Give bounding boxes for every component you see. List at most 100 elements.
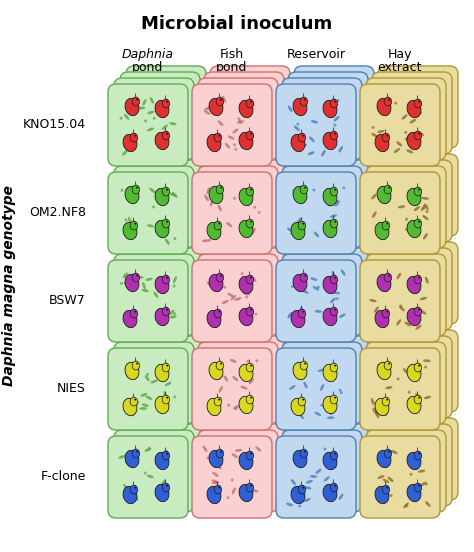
Ellipse shape — [332, 271, 336, 278]
Ellipse shape — [330, 214, 337, 218]
Ellipse shape — [232, 376, 238, 381]
Ellipse shape — [142, 289, 149, 292]
FancyBboxPatch shape — [276, 260, 356, 342]
Ellipse shape — [123, 484, 128, 490]
Ellipse shape — [300, 97, 308, 106]
Ellipse shape — [165, 238, 170, 245]
Ellipse shape — [155, 396, 169, 413]
Ellipse shape — [250, 100, 252, 103]
Ellipse shape — [132, 185, 140, 194]
Ellipse shape — [155, 484, 169, 502]
Ellipse shape — [338, 146, 343, 152]
Ellipse shape — [207, 134, 221, 152]
Ellipse shape — [134, 311, 136, 312]
Ellipse shape — [166, 100, 168, 103]
FancyBboxPatch shape — [108, 84, 188, 166]
FancyBboxPatch shape — [372, 72, 452, 154]
Ellipse shape — [418, 485, 420, 486]
Ellipse shape — [173, 237, 176, 240]
Ellipse shape — [251, 489, 258, 492]
Ellipse shape — [240, 146, 243, 148]
Ellipse shape — [216, 449, 224, 458]
Ellipse shape — [414, 131, 422, 140]
Ellipse shape — [211, 479, 219, 484]
FancyBboxPatch shape — [126, 418, 206, 500]
Ellipse shape — [145, 448, 152, 452]
Ellipse shape — [298, 309, 306, 318]
Ellipse shape — [147, 111, 155, 114]
Ellipse shape — [330, 483, 337, 492]
FancyBboxPatch shape — [288, 160, 368, 242]
Ellipse shape — [239, 364, 253, 381]
Ellipse shape — [426, 210, 428, 213]
Ellipse shape — [298, 397, 306, 406]
Ellipse shape — [424, 365, 427, 369]
Ellipse shape — [246, 487, 252, 492]
FancyBboxPatch shape — [114, 430, 194, 512]
Ellipse shape — [122, 150, 128, 156]
Ellipse shape — [386, 311, 388, 312]
FancyBboxPatch shape — [372, 336, 452, 418]
FancyBboxPatch shape — [288, 72, 368, 154]
Ellipse shape — [401, 114, 408, 120]
Ellipse shape — [145, 375, 150, 381]
Ellipse shape — [386, 135, 388, 136]
Ellipse shape — [407, 132, 421, 150]
Ellipse shape — [125, 362, 139, 380]
Ellipse shape — [405, 505, 408, 507]
Ellipse shape — [410, 473, 412, 476]
Ellipse shape — [155, 100, 169, 118]
Ellipse shape — [218, 222, 220, 225]
Ellipse shape — [139, 407, 147, 410]
Ellipse shape — [334, 132, 336, 135]
Ellipse shape — [373, 408, 377, 415]
Ellipse shape — [287, 312, 292, 319]
Ellipse shape — [134, 222, 136, 225]
Ellipse shape — [132, 361, 140, 370]
Ellipse shape — [299, 413, 304, 419]
Ellipse shape — [250, 221, 252, 222]
Ellipse shape — [314, 231, 319, 237]
Ellipse shape — [334, 397, 336, 399]
Ellipse shape — [425, 501, 431, 507]
FancyBboxPatch shape — [192, 436, 272, 518]
Ellipse shape — [334, 309, 336, 311]
Ellipse shape — [418, 132, 420, 135]
FancyBboxPatch shape — [192, 172, 272, 254]
Ellipse shape — [414, 206, 420, 211]
Ellipse shape — [207, 222, 221, 240]
Ellipse shape — [150, 97, 154, 104]
Ellipse shape — [166, 485, 168, 486]
Ellipse shape — [123, 134, 137, 152]
Ellipse shape — [323, 188, 337, 206]
Ellipse shape — [147, 224, 154, 227]
Ellipse shape — [340, 391, 343, 394]
Ellipse shape — [153, 116, 156, 120]
Ellipse shape — [237, 117, 242, 124]
Ellipse shape — [209, 98, 223, 116]
Ellipse shape — [123, 273, 128, 278]
Ellipse shape — [130, 397, 137, 406]
Ellipse shape — [304, 363, 306, 364]
Ellipse shape — [298, 400, 301, 404]
FancyBboxPatch shape — [360, 260, 440, 342]
Ellipse shape — [330, 131, 337, 140]
Ellipse shape — [315, 469, 321, 474]
Ellipse shape — [220, 450, 222, 453]
Ellipse shape — [218, 399, 220, 401]
FancyBboxPatch shape — [360, 172, 440, 254]
Ellipse shape — [228, 135, 235, 140]
Ellipse shape — [330, 363, 337, 372]
Ellipse shape — [173, 276, 177, 283]
Ellipse shape — [246, 187, 254, 196]
Ellipse shape — [155, 452, 169, 470]
FancyBboxPatch shape — [366, 78, 446, 160]
FancyBboxPatch shape — [120, 248, 200, 330]
Ellipse shape — [250, 397, 252, 399]
FancyBboxPatch shape — [366, 342, 446, 424]
Ellipse shape — [304, 187, 306, 189]
Text: BSW7: BSW7 — [49, 295, 86, 307]
Ellipse shape — [309, 136, 315, 142]
FancyBboxPatch shape — [288, 336, 368, 418]
FancyBboxPatch shape — [378, 154, 458, 236]
